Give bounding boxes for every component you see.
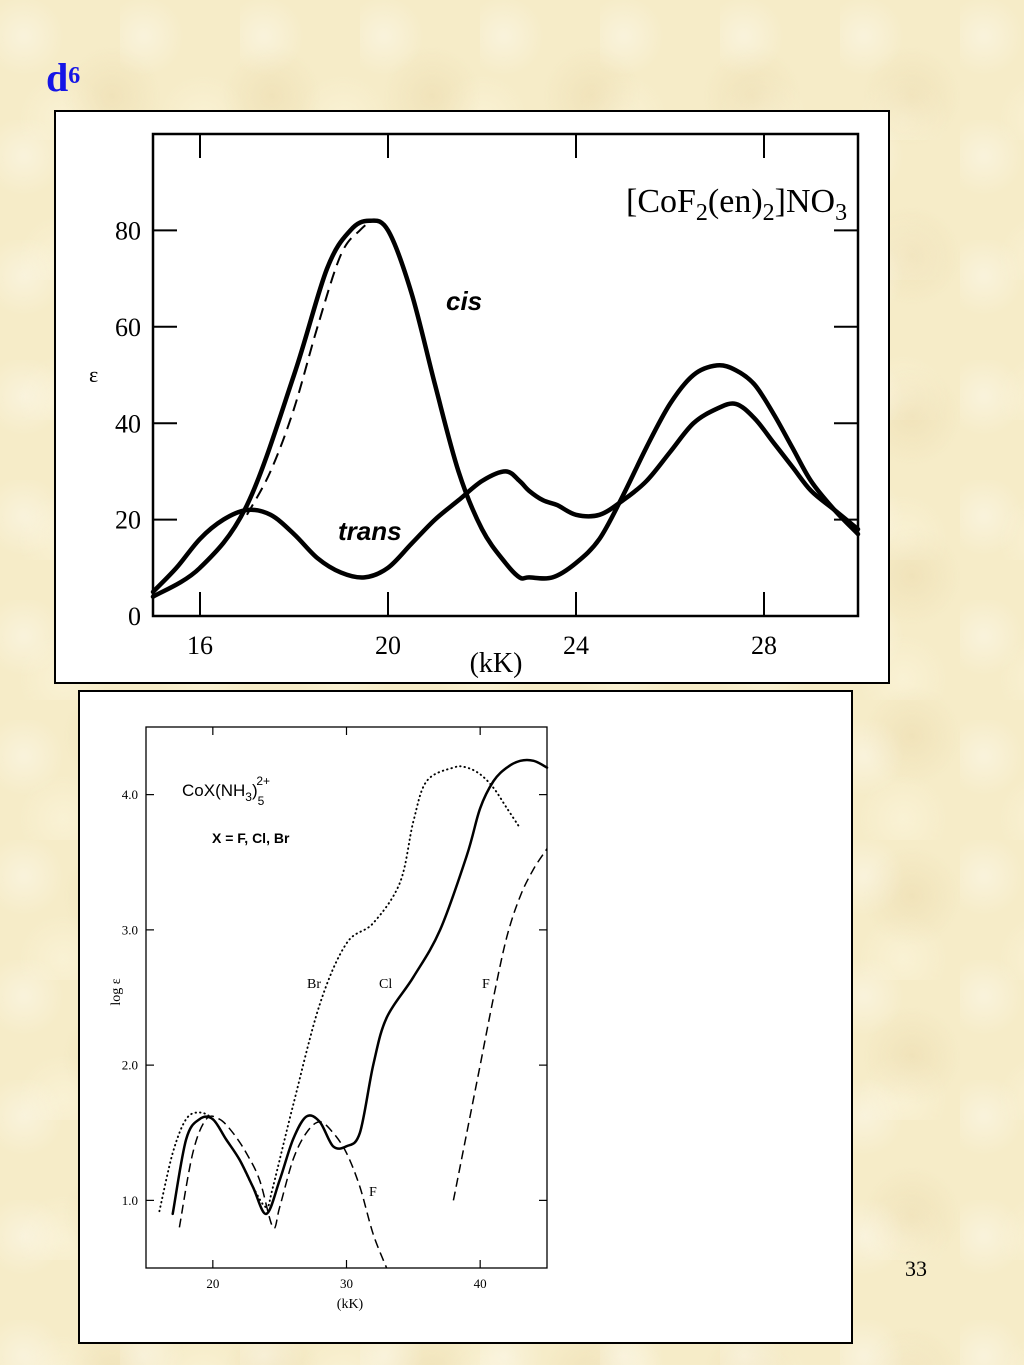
chart-subtitle: X = F, Cl, Br: [212, 830, 290, 846]
page-number: 33: [905, 1256, 927, 1281]
x-tick-label: 24: [563, 631, 589, 660]
x-axis-label: (kK): [337, 1297, 364, 1312]
x-tick-label: 20: [375, 631, 401, 660]
y-tick-label: 80: [115, 217, 141, 246]
annotation-trans: trans: [338, 516, 402, 546]
annotation-f-high: F: [482, 977, 490, 992]
y-tick-label: 60: [115, 313, 141, 342]
chart-title: [CoF2(en)2]NO3: [626, 183, 847, 226]
x-tick-label: 28: [751, 631, 777, 660]
y-tick-label: 0: [128, 602, 141, 631]
series-line-f: [178, 1115, 388, 1269]
chart-cox-nh3-5: 20 30 40 1.0 2.0 3.0 4.0 CoX(NH3)52+ X = F, Cl…: [109, 726, 549, 1312]
series-line-br: [158, 765, 522, 1213]
chart-frame: [151, 132, 860, 618]
y-tick-label: 1.0: [122, 1193, 138, 1208]
y-tick-label: 3.0: [122, 922, 138, 937]
y-tick-label: 2.0: [122, 1058, 138, 1073]
x-tick-label: 20: [206, 1276, 219, 1291]
chart-panel-bottom: 20 30 40 1.0 2.0 3.0 4.0 CoX(NH3)52+ X = F, Cl…: [78, 690, 853, 1344]
chart-panel-top: 16 20 24 28 0 20 40 60 80 [CoF2(en)2]NO3 ε (kK) …: [54, 110, 890, 684]
slide-title-superscript: 6: [68, 63, 81, 89]
series-line-cis: [150, 218, 861, 599]
plot-area: [145, 726, 548, 1269]
axis-ticks: 20 30 40 1.0 2.0 3.0 4.0: [122, 727, 547, 1291]
y-axis-label: log ε: [109, 978, 124, 1005]
annotation-cl: Cl: [379, 977, 392, 992]
slide-title: d6: [46, 58, 80, 98]
series-group: [150, 218, 861, 599]
chart-title: CoX(NH3)52+: [182, 774, 270, 808]
y-axis-label: ε: [89, 362, 98, 387]
x-tick-label: 16: [187, 631, 213, 660]
series-line-cl: [171, 758, 549, 1216]
x-axis-label: (kK): [470, 648, 523, 679]
y-tick-label: 4.0: [122, 787, 138, 802]
y-tick-label: 40: [115, 409, 141, 438]
series-group: [158, 758, 549, 1269]
annotation-f-low: F: [369, 1185, 377, 1200]
chart-frame: [145, 726, 548, 1269]
annotation-cis: cis: [446, 286, 482, 316]
series-line-f-high-energy: [452, 848, 548, 1201]
slide-title-text: d: [46, 55, 69, 100]
series-line-cis-dashed: [246, 219, 389, 516]
series-line-trans: [150, 401, 861, 595]
axis-ticks: 16 20 24 28 0 20 40 60 80: [115, 134, 858, 660]
x-tick-label: 40: [474, 1276, 487, 1291]
plot-area: [151, 132, 860, 618]
y-tick-label: 20: [115, 506, 141, 535]
x-tick-label: 30: [340, 1276, 353, 1291]
annotation-br: Br: [307, 977, 321, 992]
